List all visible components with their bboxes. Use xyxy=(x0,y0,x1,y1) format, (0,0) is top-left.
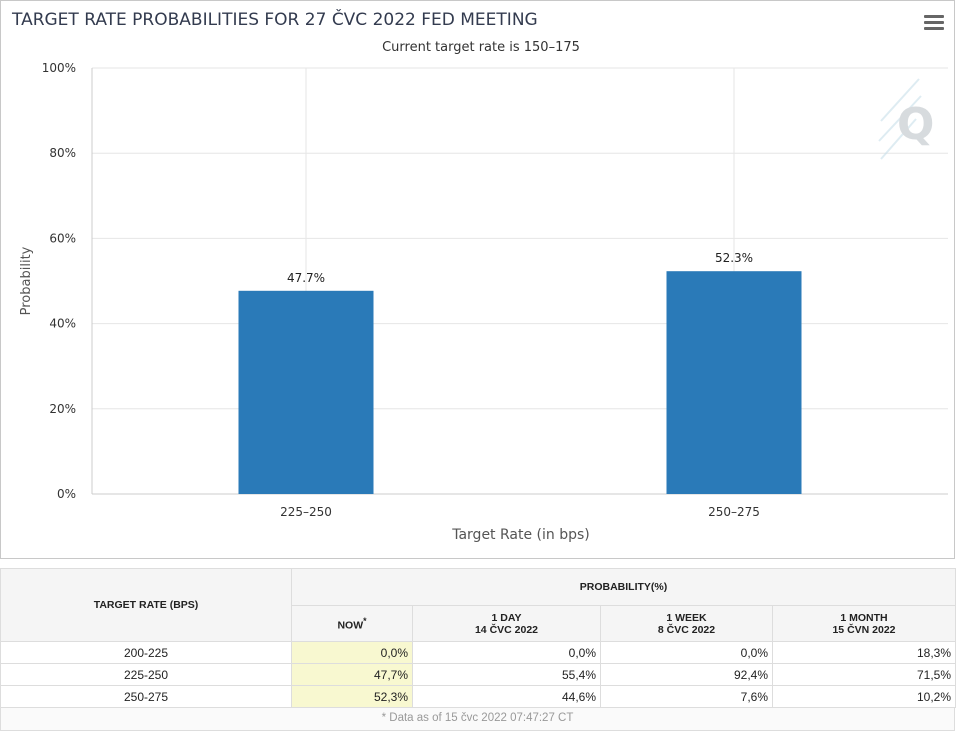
y-tick-label: 100% xyxy=(42,61,76,75)
hamburger-menu-icon[interactable] xyxy=(924,15,944,33)
bar-250–275 xyxy=(666,271,802,494)
cell-month: 71,5% xyxy=(772,663,956,686)
subheader-now: NOW* xyxy=(291,605,413,642)
cell-now: 47,7% xyxy=(291,663,413,686)
cell-week: 92,4% xyxy=(600,663,773,686)
header-target-rate: TARGET RATE (BPS) xyxy=(0,568,292,642)
y-axis-ticks: 0% 20% 40% 60% 80% 100% xyxy=(42,61,76,501)
y-tick-label: 0% xyxy=(57,487,76,501)
cell-rate: 225-250 xyxy=(0,663,292,686)
cell-now: 0,0% xyxy=(291,641,413,664)
data-label: 47.7% xyxy=(287,271,325,285)
x-tick-label: 250–275 xyxy=(708,505,760,519)
q-logo-icon: Q xyxy=(878,78,934,160)
table-row: 200-225 0,0% 0,0% 0,0% 18,3% xyxy=(0,641,956,664)
gridlines xyxy=(91,67,948,495)
cell-day: 55,4% xyxy=(412,663,601,686)
cell-month: 18,3% xyxy=(772,641,956,664)
table-row: 225-250 47,7% 55,4% 92,4% 71,5% xyxy=(0,663,956,686)
chart-subtitle: Current target rate is 150–175 xyxy=(382,40,580,55)
subheader-1-month: 1 MONTH 15 ČVN 2022 xyxy=(772,605,956,642)
y-tick-label: 80% xyxy=(49,146,76,160)
cell-day: 44,6% xyxy=(412,685,601,708)
cell-week: 7,6% xyxy=(600,685,773,708)
y-tick-label: 60% xyxy=(49,231,76,245)
x-axis-label: Target Rate (in bps) xyxy=(451,527,590,543)
data-timestamp-footnote: * Data as of 15 čvc 2022 07:47:27 CT xyxy=(0,708,955,731)
chart-title: TARGET RATE PROBABILITIES FOR 27 ČVC 202… xyxy=(11,8,538,30)
cell-rate: 250-275 xyxy=(0,685,292,708)
probability-table: TARGET RATE (BPS) PROBABILITY(%) NOW* 1 D… xyxy=(0,568,956,708)
y-tick-label: 20% xyxy=(49,402,76,416)
y-axis-label: Probability xyxy=(19,246,34,315)
x-axis-ticks: 225–250 250–275 xyxy=(280,505,760,519)
cell-month: 10,2% xyxy=(772,685,956,708)
subheader-1-day: 1 DAY 14 ČVC 2022 xyxy=(412,605,601,642)
y-tick-label: 40% xyxy=(49,317,76,331)
data-label: 52.3% xyxy=(715,251,753,265)
cell-day: 0,0% xyxy=(412,641,601,664)
chart-container: TARGET RATE PROBABILITIES FOR 27 ČVC 202… xyxy=(0,0,955,559)
probability-table-container: TARGET RATE (BPS) PROBABILITY(%) NOW* 1 D… xyxy=(0,568,956,731)
subheader-1-week: 1 WEEK 8 ČVC 2022 xyxy=(600,605,773,642)
table-row: 250-275 52,3% 44,6% 7,6% 10,2% xyxy=(0,685,956,708)
header-probability: PROBABILITY(%) xyxy=(291,568,956,606)
bar-chart: TARGET RATE PROBABILITIES FOR 27 ČVC 202… xyxy=(11,8,948,543)
bar-225–250 xyxy=(238,290,374,494)
svg-text:Q: Q xyxy=(897,99,934,150)
cell-rate: 200-225 xyxy=(0,641,292,664)
bars: 47.7% 52.3% xyxy=(238,251,802,494)
cell-now: 52,3% xyxy=(291,685,413,708)
x-tick-label: 225–250 xyxy=(280,505,332,519)
cell-week: 0,0% xyxy=(600,641,773,664)
